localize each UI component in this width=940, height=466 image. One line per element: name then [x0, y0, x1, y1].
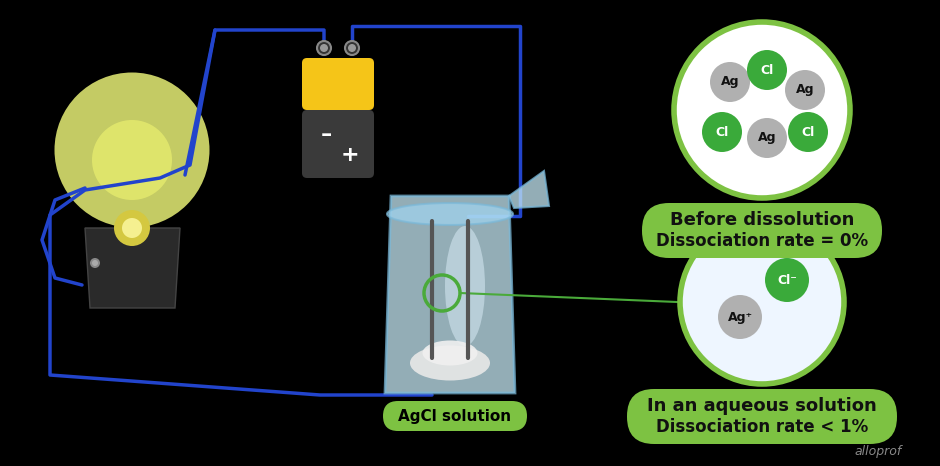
Ellipse shape: [55, 73, 210, 227]
Text: +: +: [340, 145, 359, 165]
Ellipse shape: [410, 345, 490, 381]
Circle shape: [674, 22, 850, 198]
Circle shape: [348, 44, 356, 52]
Text: –: –: [321, 125, 332, 145]
Circle shape: [90, 258, 100, 268]
Text: In an aqueous solution: In an aqueous solution: [647, 397, 877, 415]
Circle shape: [710, 62, 750, 102]
Ellipse shape: [422, 341, 478, 365]
Circle shape: [320, 44, 328, 52]
Text: Cl: Cl: [802, 125, 815, 138]
Circle shape: [785, 70, 825, 110]
Text: Ag: Ag: [721, 75, 739, 89]
Circle shape: [680, 220, 844, 384]
FancyBboxPatch shape: [302, 110, 374, 178]
Circle shape: [114, 210, 150, 246]
FancyBboxPatch shape: [627, 389, 897, 444]
Polygon shape: [509, 171, 549, 208]
Text: Ag: Ag: [796, 83, 814, 96]
FancyBboxPatch shape: [302, 58, 374, 110]
Text: Ag: Ag: [758, 131, 776, 144]
Text: Cl: Cl: [760, 63, 774, 76]
Polygon shape: [385, 196, 515, 393]
Circle shape: [702, 112, 742, 152]
Circle shape: [747, 118, 787, 158]
Ellipse shape: [445, 226, 485, 346]
Text: Ag⁺: Ag⁺: [728, 310, 753, 323]
Ellipse shape: [92, 120, 172, 200]
Circle shape: [345, 41, 359, 55]
Circle shape: [92, 260, 98, 266]
Circle shape: [122, 218, 142, 238]
Text: Before dissolution: Before dissolution: [670, 211, 854, 229]
Circle shape: [747, 50, 787, 90]
Circle shape: [317, 41, 331, 55]
Circle shape: [788, 112, 828, 152]
Text: Dissociation rate = 0%: Dissociation rate = 0%: [656, 232, 868, 250]
Circle shape: [765, 258, 809, 302]
Ellipse shape: [387, 203, 513, 225]
FancyBboxPatch shape: [642, 203, 882, 258]
FancyBboxPatch shape: [383, 401, 527, 431]
Text: Cl⁻: Cl⁻: [777, 274, 797, 287]
Circle shape: [718, 295, 762, 339]
Text: AgCl solution: AgCl solution: [399, 409, 511, 424]
Text: Cl: Cl: [715, 125, 728, 138]
Text: Dissociation rate < 1%: Dissociation rate < 1%: [656, 418, 869, 436]
Text: alloprof: alloprof: [854, 445, 901, 459]
Polygon shape: [85, 228, 180, 308]
